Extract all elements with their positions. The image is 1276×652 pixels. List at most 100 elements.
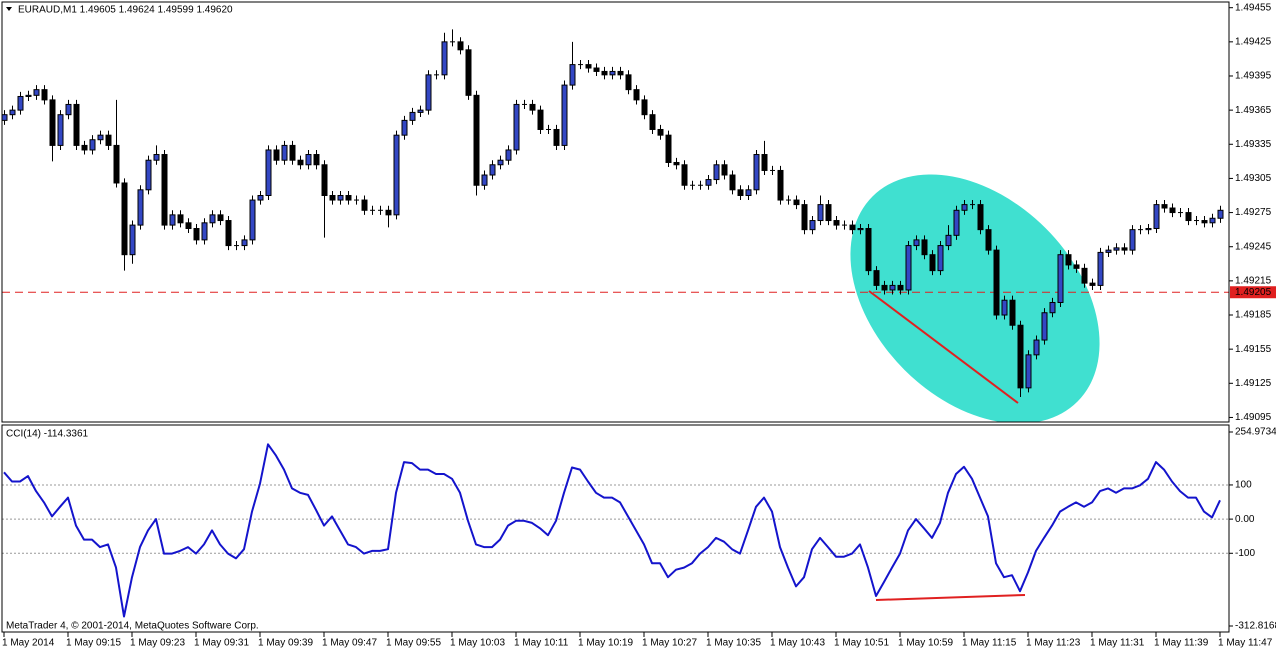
candle-body [1113,247,1120,251]
candle-body [857,228,864,231]
candle-body [1169,207,1176,214]
candle-body [1057,254,1064,303]
candle-body [609,70,616,76]
candle-body [289,144,296,161]
candle-body [1049,301,1056,314]
candle-body [425,74,432,111]
y-tick-label: 1.49335 [1235,139,1272,150]
candle-body [201,222,208,241]
candle-body [961,204,968,211]
candle-body [361,199,368,211]
candle-body [217,214,224,222]
candle-body [1097,251,1104,286]
candle-body [593,67,600,72]
candle-body [9,109,16,116]
candle-body [393,134,400,216]
candle-body [665,134,672,163]
indicator-line [3,443,1221,618]
candle-body [633,89,640,101]
candle-body [753,154,760,191]
candle-body [177,214,184,224]
highlight-ellipse [850,174,1100,422]
price-line-label: 1.49205 [1235,287,1272,298]
copyright: MetaTrader 4, © 2001-2014, MetaQuotes So… [6,621,259,632]
y-tick-label: 1.49095 [1235,412,1272,423]
candle-body [321,164,328,196]
candle-body [825,204,832,222]
x-tick-label: 1 May 10:51 [834,638,889,649]
x-tick-label: 1 May 10:19 [578,638,633,649]
x-tick-label: 1 May 10:35 [706,638,761,649]
price-pane-border [1,1,1230,423]
candle-body [417,109,424,113]
candle-body [793,199,800,206]
x-tick-label: 1 May 09:15 [66,638,121,649]
x-tick-label: 1 May 09:39 [258,638,313,649]
candle-body [745,189,752,196]
candle-body [305,154,312,166]
candle-body [281,144,288,161]
trend-line [868,290,1019,404]
x-tick-label: 1 May 11:23 [1026,638,1081,649]
x-tick-label: 1 May 10:59 [898,638,953,649]
candle-body [929,254,936,272]
candle-body [977,204,984,231]
candle-body [673,161,680,166]
candle-body [257,194,264,201]
chart-title: EURAUD,M1 1.49605 1.49624 1.49599 1.4962… [18,5,233,16]
candle-body [113,144,120,184]
candle-body [1105,249,1112,253]
x-tick-label: 1 May 09:55 [386,638,441,649]
candle-body [57,114,64,146]
candle-body [25,94,32,97]
x-tick-label: 1 May 10:27 [642,638,697,649]
candle-body [953,209,960,236]
candle-body [385,209,392,216]
candle-body [73,103,80,146]
x-tick-label: 1 May 11:39 [1154,638,1209,649]
candle-body [881,284,888,291]
indicator-pane-border [1,424,1230,633]
candle-body [513,103,520,151]
menu-arrow[interactable] [6,7,12,11]
candle-body [921,239,928,256]
candle-body [1041,312,1048,341]
candle-body [529,103,536,111]
candle-body [585,64,592,69]
y-tick-label: 1.49245 [1235,241,1272,252]
candle-body [1153,204,1160,230]
candle-body [809,220,816,231]
candle-body [865,228,872,272]
candle-body [985,229,992,251]
candle-body [913,239,920,247]
candle-body [489,164,496,176]
candle-body [209,214,216,224]
candle-body [801,204,808,231]
candle-body [1073,264,1080,269]
y-tick-label: 1.49125 [1235,378,1272,389]
candle-body [17,95,24,111]
y-tick-label: 1.49275 [1235,207,1272,218]
candle-body [993,249,1000,316]
candle-body [817,204,824,222]
candle-body [553,128,560,146]
y-tick-label: 0.00 [1235,514,1255,525]
y-tick-label: 1.49185 [1235,310,1272,321]
candle-body [561,84,568,146]
candle-body [121,182,128,256]
candle-body [497,159,504,166]
candle-body [457,41,464,51]
x-tick-label: 1 May 2014 [2,638,55,649]
candle-body [97,134,104,141]
candle-body [649,114,656,130]
y-tick-label: -100 [1235,548,1255,559]
candle-body [473,94,480,186]
candle-body [193,228,200,241]
x-tick-label: 1 May 10:11 [514,638,569,649]
candle-body [625,74,632,91]
candle-body [169,214,176,226]
y-tick-label: -312.8168 [1235,621,1276,632]
candle-body [721,164,728,176]
x-tick-label: 1 May 09:47 [322,638,377,649]
candle-body [737,189,744,196]
